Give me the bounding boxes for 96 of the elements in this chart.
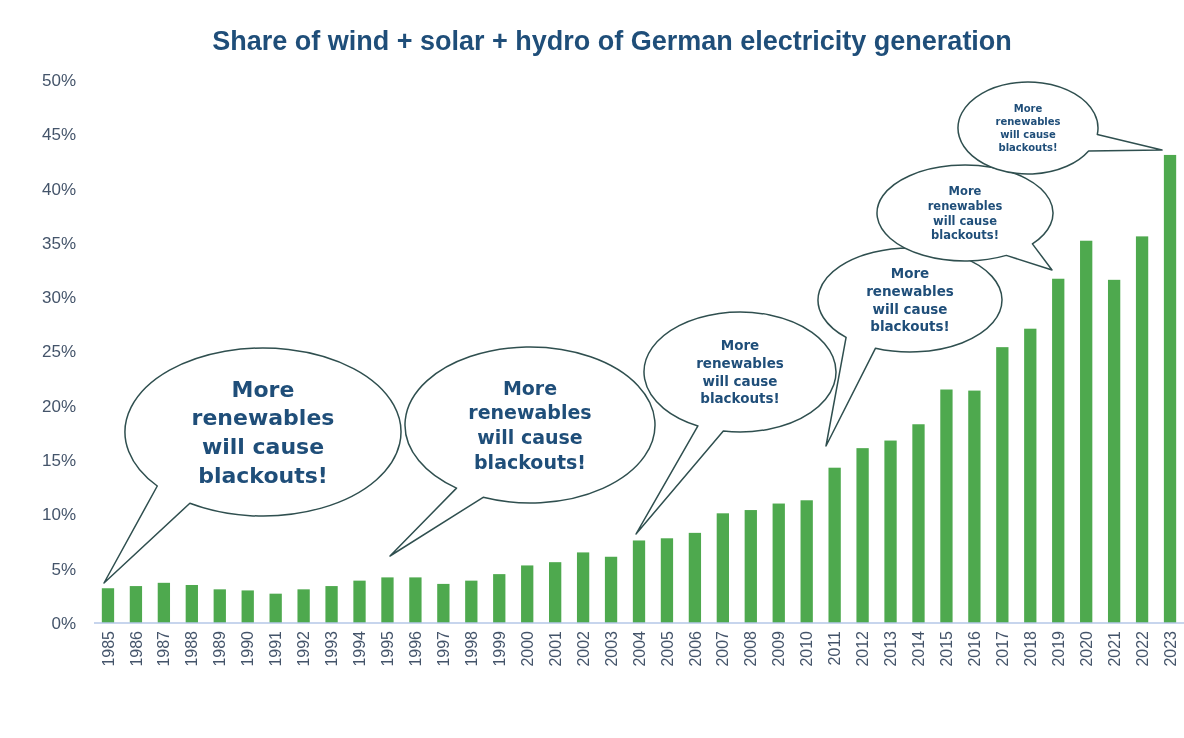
bar <box>940 389 953 623</box>
x-tick-label: 2018 <box>1021 630 1039 667</box>
bar <box>297 589 310 623</box>
bar <box>660 538 674 623</box>
x-tick-label: 2011 <box>826 630 844 666</box>
x-tick-label: 2016 <box>965 630 983 667</box>
x-tick-label: 1987 <box>155 630 173 667</box>
x-tick-label: 2017 <box>993 630 1011 667</box>
y-tick-label: 50% <box>41 70 76 90</box>
y-tick-label: 40% <box>41 179 76 199</box>
x-tick-label: 1990 <box>239 630 257 667</box>
x-tick-label: 2013 <box>882 630 900 667</box>
x-tick-label: 2015 <box>938 630 956 667</box>
y-tick-label: 10% <box>41 505 76 525</box>
bar <box>493 574 506 623</box>
annotation: More renewables will cause blackouts! <box>468 376 592 473</box>
bar <box>549 562 562 623</box>
bar <box>912 424 925 623</box>
x-tick-label: 1998 <box>462 630 480 667</box>
x-tick-label: 2019 <box>1049 630 1067 667</box>
y-tick-label: 15% <box>41 451 76 471</box>
x-tick-label: 2010 <box>798 630 816 667</box>
y-tick-label: 35% <box>41 233 76 253</box>
bar <box>1052 278 1065 623</box>
bar <box>269 593 282 623</box>
y-tick-label: 45% <box>41 125 76 145</box>
y-tick-label: 0% <box>51 613 76 633</box>
x-tick-label: 2021 <box>1105 630 1123 667</box>
x-tick-label: 2022 <box>1133 630 1151 667</box>
chart-title: Share of wind + solar + hydro of German electricity generation <box>212 26 1012 56</box>
y-tick-label: 20% <box>41 396 76 416</box>
bar <box>688 532 702 623</box>
bar <box>1163 154 1177 623</box>
y-tick-label: 25% <box>41 342 76 362</box>
x-tick-label: 1989 <box>211 630 229 667</box>
bar <box>856 448 869 623</box>
x-tick-label: 2003 <box>602 630 620 667</box>
bar <box>576 552 590 623</box>
annotation: More renewables will cause blackouts! <box>696 337 784 407</box>
bar <box>465 580 478 623</box>
x-tick-label: 1993 <box>323 630 341 667</box>
x-tick-label: 1991 <box>267 630 285 667</box>
annotation: More renewables will cause blackouts! <box>995 103 1061 153</box>
x-tick-label: 2023 <box>1161 630 1179 667</box>
bar <box>604 556 618 623</box>
x-tick-label: 2006 <box>686 630 704 667</box>
bar <box>828 467 841 623</box>
y-tick-label: 30% <box>41 288 76 308</box>
bar <box>996 347 1009 623</box>
x-tick-label: 1997 <box>434 630 452 667</box>
x-tick-label: 1999 <box>490 630 508 667</box>
bar <box>185 584 198 623</box>
annotation: More renewables will cause blackouts! <box>927 183 1003 243</box>
bar <box>772 503 785 623</box>
x-tick-label: 2007 <box>714 630 732 667</box>
annotation: More renewables will cause blackouts! <box>191 376 335 488</box>
annotation: More renewables will cause blackouts! <box>866 265 954 335</box>
x-tick-label: 1992 <box>295 630 313 667</box>
x-tick-label: 2002 <box>574 630 592 667</box>
bar <box>1107 279 1121 623</box>
x-tick-label: 2008 <box>742 630 760 667</box>
bar <box>213 589 226 623</box>
x-tick-label: 2004 <box>630 630 648 667</box>
bar <box>1135 236 1149 623</box>
bar <box>1024 328 1037 623</box>
bar <box>968 390 981 623</box>
x-tick-label: 2012 <box>854 630 872 667</box>
x-tick-label: 1988 <box>183 630 201 667</box>
x-tick-label: 1994 <box>351 630 369 667</box>
x-tick-label: 2005 <box>658 630 676 667</box>
bar <box>521 565 534 623</box>
x-tick-label: 1986 <box>127 630 145 667</box>
bar <box>632 540 646 623</box>
bar <box>241 590 254 623</box>
bar <box>381 577 394 623</box>
y-tick-label: 5% <box>51 559 76 579</box>
x-tick-label: 2009 <box>770 630 788 667</box>
x-tick-label: 2000 <box>518 630 536 667</box>
bar <box>716 513 729 623</box>
x-tick-label: 1995 <box>379 630 397 667</box>
x-tick-label: 2020 <box>1077 630 1095 667</box>
x-tick-label: 2014 <box>910 630 928 667</box>
bar <box>437 583 450 623</box>
x-tick-label: 1996 <box>407 630 425 667</box>
bar <box>744 510 757 623</box>
bar <box>325 586 338 623</box>
bar <box>800 500 813 623</box>
bar <box>884 440 897 623</box>
bar <box>101 588 115 623</box>
bar <box>353 580 366 623</box>
bar <box>129 586 143 623</box>
x-tick-label: 1985 <box>99 630 117 667</box>
bar <box>409 577 422 623</box>
bar <box>157 582 171 623</box>
bar <box>1080 240 1093 623</box>
x-tick-label: 2001 <box>546 630 564 667</box>
